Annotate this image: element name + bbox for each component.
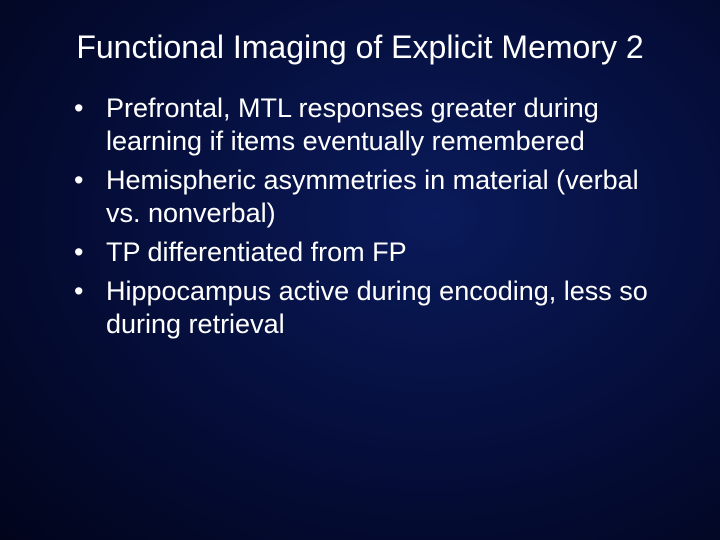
bullet-item: Hippocampus active during encoding, less… [68, 275, 672, 341]
bullet-item: Hemispheric asymmetries in material (ver… [68, 164, 672, 230]
bullet-item: TP differentiated from FP [68, 236, 672, 269]
bullet-item: Prefrontal, MTL responses greater during… [68, 92, 672, 158]
slide-title: Functional Imaging of Explicit Memory 2 [48, 28, 672, 66]
bullet-list: Prefrontal, MTL responses greater during… [68, 92, 672, 341]
slide: Functional Imaging of Explicit Memory 2 … [0, 0, 720, 540]
